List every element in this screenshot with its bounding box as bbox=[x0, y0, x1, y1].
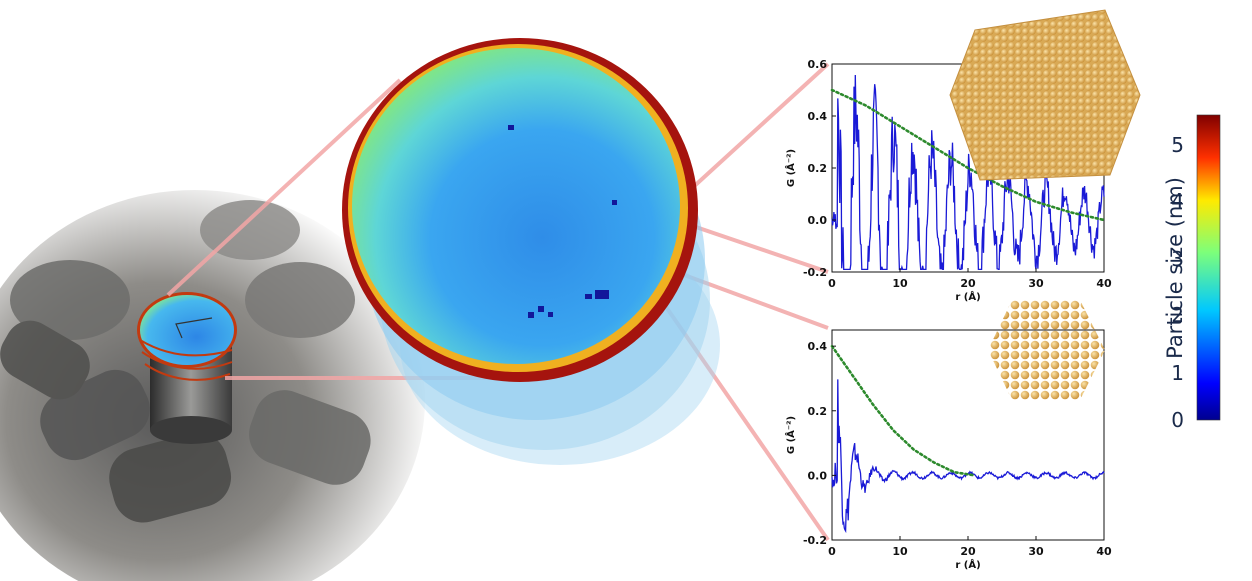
y-tick-label: 0.2 bbox=[808, 405, 828, 418]
particle-size-map bbox=[352, 48, 680, 364]
small-nanoparticle-model bbox=[988, 300, 1105, 400]
x-tick-label: 30 bbox=[1028, 277, 1044, 290]
highlighted-pellet bbox=[137, 292, 237, 444]
colorbar-tick-4: 4 bbox=[1171, 189, 1184, 213]
y-tick-label: -0.2 bbox=[803, 534, 827, 547]
x-axis-label: r (Å) bbox=[955, 558, 980, 571]
envelope-dotted-line bbox=[830, 344, 977, 477]
x-tick-label: 0 bbox=[828, 545, 836, 558]
particle-size-map-stack bbox=[342, 38, 720, 465]
y-tick-label: 0.2 bbox=[808, 162, 828, 175]
x-tick-label: 20 bbox=[960, 277, 976, 290]
colorbar-tick-5: 5 bbox=[1171, 133, 1184, 157]
x-tick-label: 20 bbox=[960, 545, 976, 558]
colorbar-tick-0: 0 bbox=[1171, 408, 1184, 432]
colorbar-label: Particle size (nm) bbox=[1163, 177, 1187, 359]
y-axis-label: G (Å⁻²) bbox=[784, 149, 797, 187]
x-axis-label: r (Å) bbox=[955, 290, 980, 303]
y-axis-label: G (Å⁻²) bbox=[784, 416, 797, 454]
y-tick-label: -0.2 bbox=[803, 266, 827, 279]
colorbar-gradient bbox=[1196, 114, 1221, 421]
colorbar-tick-2: 2 bbox=[1171, 303, 1184, 327]
x-tick-label: 0 bbox=[828, 277, 836, 290]
x-tick-label: 40 bbox=[1096, 545, 1112, 558]
x-tick-label: 10 bbox=[892, 277, 908, 290]
colorbar-tick-3: 3 bbox=[1171, 247, 1184, 271]
small-particle-spots bbox=[508, 125, 617, 318]
x-tick-label: 40 bbox=[1096, 277, 1112, 290]
large-nanoparticle-model bbox=[949, 9, 1141, 181]
colorbar-tick-1: 1 bbox=[1171, 361, 1184, 385]
y-tick-label: 0.4 bbox=[808, 340, 828, 353]
y-tick-label: 0.0 bbox=[808, 214, 828, 227]
colorbar: 0 1 2 3 4 5 Particle size (nm) bbox=[1163, 114, 1221, 432]
pdf-signal-line bbox=[831, 74, 1105, 271]
sample-photo bbox=[0, 190, 425, 581]
y-tick-label: 0.4 bbox=[808, 110, 828, 123]
x-tick-label: 30 bbox=[1028, 545, 1044, 558]
y-tick-label: 0.6 bbox=[808, 58, 828, 71]
envelope-dotted-line bbox=[830, 88, 1106, 222]
y-tick-label: 0.0 bbox=[808, 469, 828, 482]
x-tick-label: 10 bbox=[892, 545, 908, 558]
